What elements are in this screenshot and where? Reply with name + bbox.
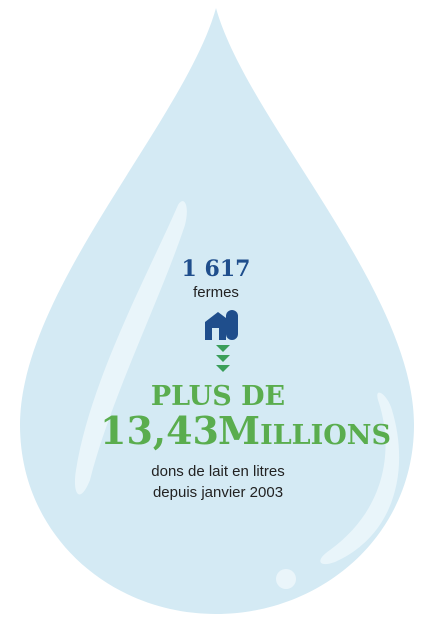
amount: 13,43 bbox=[100, 408, 219, 453]
drop-bubble bbox=[276, 569, 296, 589]
drop-highlight bbox=[74, 201, 187, 495]
drop-highlight bbox=[320, 392, 400, 565]
description: depuis janvier 2003 bbox=[153, 484, 283, 501]
arrow-icons bbox=[216, 345, 230, 372]
farms-label: fermes bbox=[193, 284, 239, 301]
description: dons de lait en litres bbox=[151, 463, 284, 480]
farms-count: 1 617 bbox=[182, 256, 251, 282]
water-drop bbox=[20, 8, 414, 614]
unit: Millions bbox=[218, 408, 391, 453]
prefix: PLUS DE bbox=[151, 381, 285, 412]
barn-icon bbox=[205, 310, 238, 340]
